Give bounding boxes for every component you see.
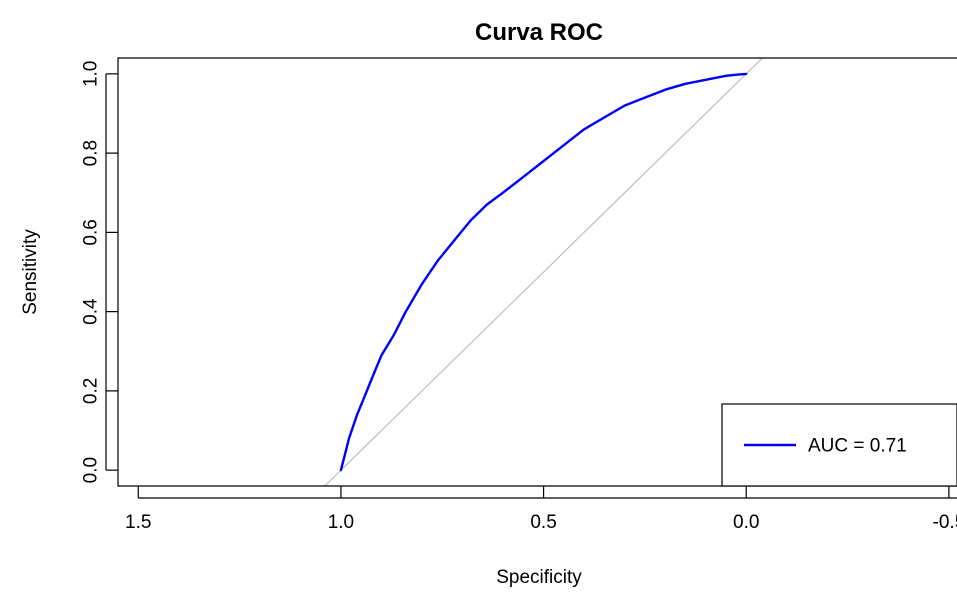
y-tick-label: 0.4 [81,298,102,325]
reference-diagonal-line [324,58,764,486]
y-axis-label: Sensitivity [20,229,41,315]
x-tick-label: 1.0 [328,512,354,533]
chart-title: Curva ROC [475,19,603,46]
plot-frame [117,57,957,487]
x-axis-label: Specificity [496,567,582,588]
x-tick-label: -0.5 [933,512,957,533]
x-tick-label: 1.5 [125,512,151,533]
x-tick-label: 0.5 [530,512,556,533]
legend-label: AUC = 0.71 [808,436,907,457]
y-tick-label: 0.6 [81,219,102,245]
y-tick-label: 1.0 [81,61,102,87]
x-tick-label: 0.0 [733,512,759,533]
roc-curve-line [339,72,748,472]
plot-area: 0.0 0.2 0.4 0.6 0.8 1.0 1.5 1.0 0.5 0.0 -0.5 AUC = … [81,57,957,533]
y-tick-label: 0.0 [81,457,102,483]
y-tick-label: 0.2 [81,378,102,404]
y-tick-label: 0.8 [81,140,102,166]
